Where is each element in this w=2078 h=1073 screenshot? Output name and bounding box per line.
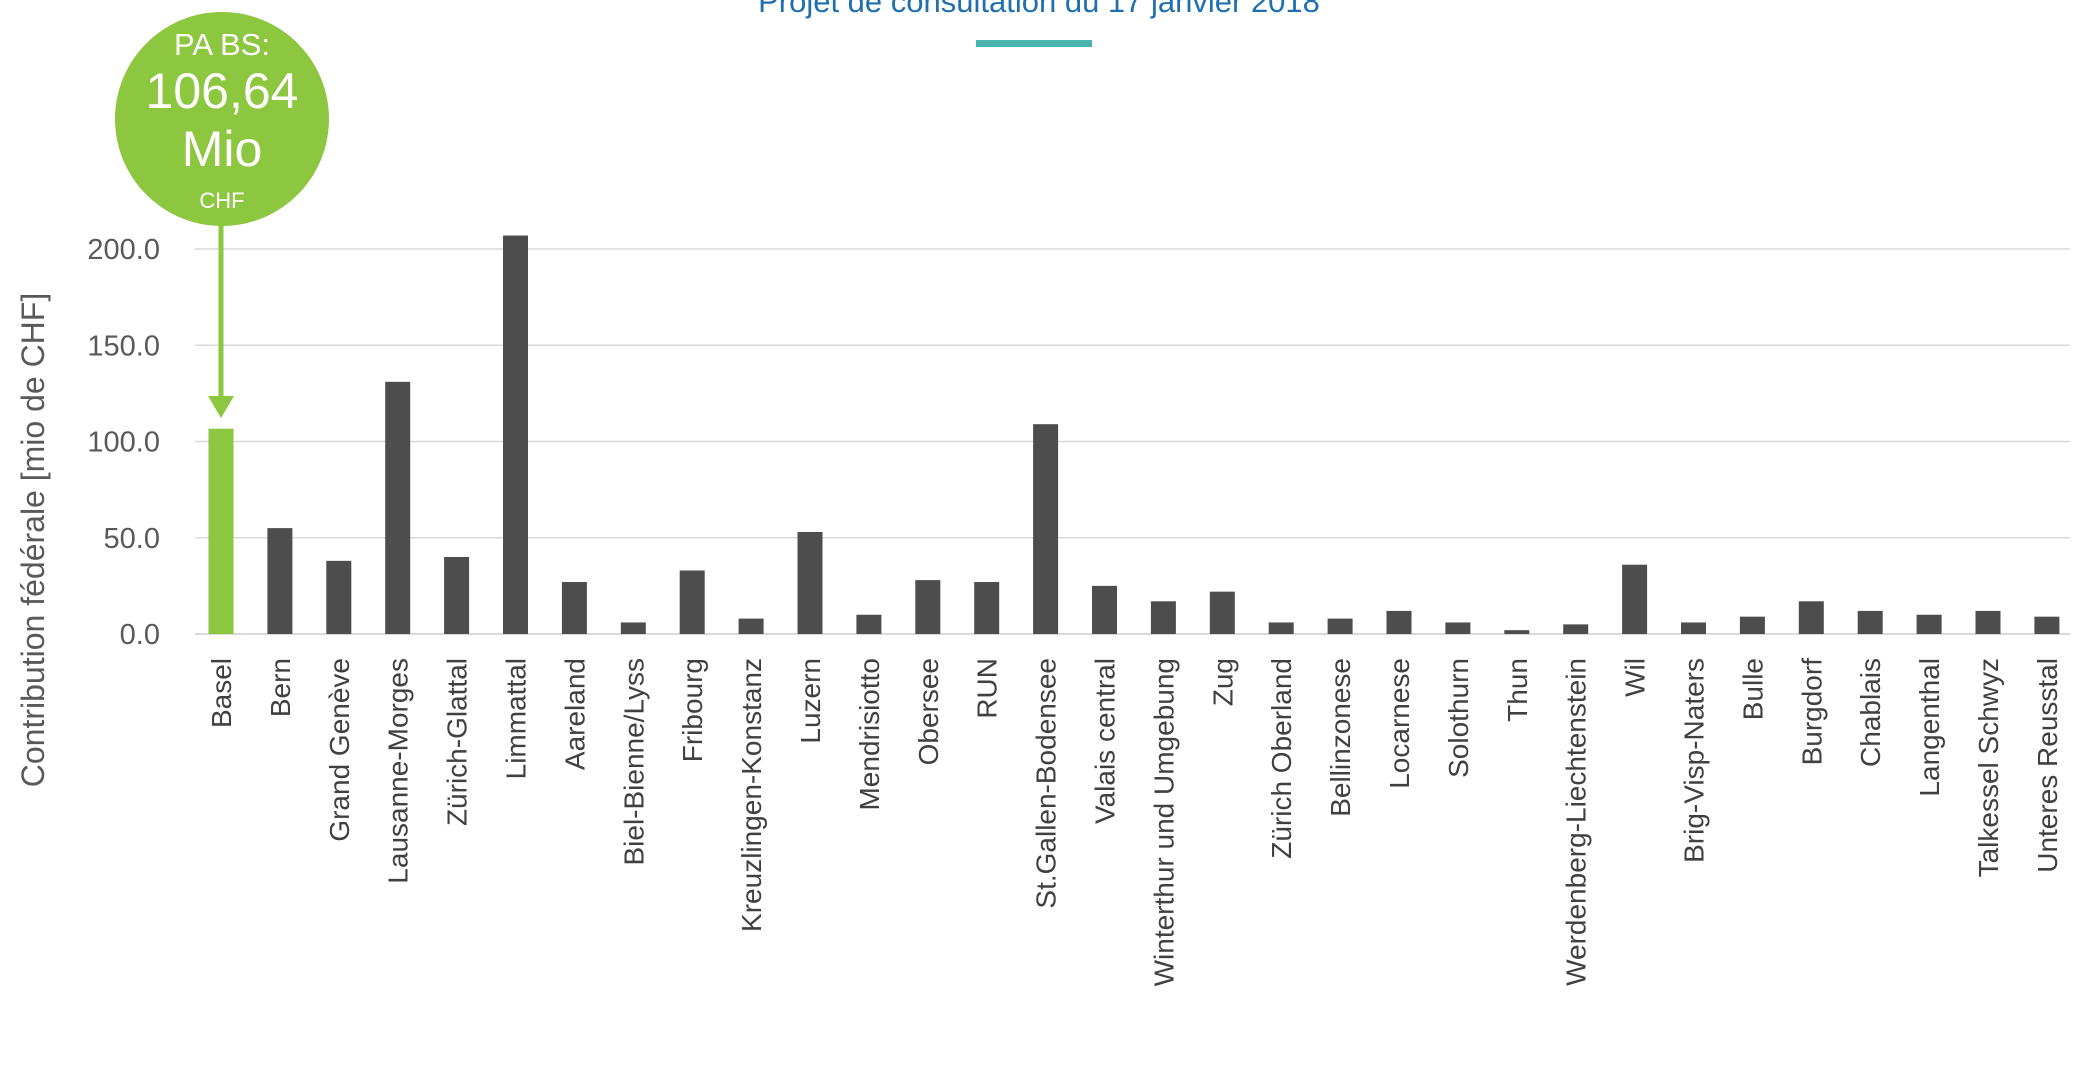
- bar-mendrisiotto: [856, 614, 882, 634]
- bar-zug: [1209, 591, 1235, 634]
- x-tick-label: Fribourg: [677, 658, 708, 762]
- callout-unit: Mio: [182, 121, 263, 177]
- x-tick-label: Kreuzlingen-Konstanz: [736, 658, 767, 932]
- y-tick-label: 150.0: [87, 330, 160, 362]
- x-tick-label: Langenthal: [1914, 658, 1945, 797]
- x-tick-label: Grand Genève: [324, 658, 355, 842]
- x-tick-label: St.Gallen-Bodensee: [1031, 658, 1062, 909]
- bar-bulle: [1739, 616, 1765, 634]
- bar-limmattal: [503, 235, 528, 634]
- bar-fribourg: [679, 570, 705, 634]
- x-tick-label: Werdenberg-Liechtenstein: [1561, 658, 1592, 986]
- y-tick-label: 200.0: [87, 234, 160, 266]
- bar-wil: [1622, 564, 1648, 634]
- bar-grand-gen-ve: [326, 560, 352, 634]
- bar-werdenberg-liechtenstein: [1563, 624, 1589, 634]
- x-tick-label: Biel-Bienne/Lyss: [618, 658, 649, 866]
- x-tick-label: Zürich-Glattal: [442, 658, 473, 826]
- x-tick-label: Winterthur und Umgebung: [1148, 658, 1179, 986]
- x-tick-label: Chablais: [1855, 658, 1886, 767]
- y-tick-label: 0.0: [120, 619, 160, 651]
- x-tick-label: Lausanne-Morges: [383, 658, 414, 884]
- callout-currency: CHF: [199, 188, 244, 213]
- x-tick-label: Unteres Reusstal: [2032, 658, 2063, 873]
- accent-line: [976, 40, 1092, 47]
- callout-line1: PA BS:: [174, 27, 270, 62]
- bar-obersee: [915, 580, 941, 634]
- x-tick-label: RUN: [972, 658, 1003, 719]
- bar-thun: [1504, 630, 1530, 634]
- x-tick-label: Zug: [1207, 658, 1238, 706]
- bar-lausanne-morges: [385, 381, 411, 634]
- x-tick-label: Limmattal: [501, 658, 532, 779]
- x-tick-label: Burgdorf: [1796, 658, 1827, 766]
- y-tick-labels: 0.0 50.0 100.0 150.0 200.0: [87, 234, 160, 651]
- x-tick-label: Basel: [206, 658, 237, 728]
- x-tick-label: Zürich Oberland: [1266, 658, 1297, 859]
- x-tick-label: Brig-Visp-Naters: [1679, 658, 1710, 863]
- x-tick-label: Talkessel Schwyz: [1973, 658, 2004, 877]
- x-tick-label: Bern: [265, 658, 296, 717]
- bar-basel: [208, 428, 234, 634]
- bar-locarnese: [1386, 610, 1412, 634]
- x-tick-label: Locarnese: [1384, 658, 1415, 789]
- x-tick-label: Mendrisiotto: [854, 658, 885, 811]
- callout-badge: PA BS: 106,64 Mio CHF: [115, 12, 329, 418]
- bar-talkessel-schwyz: [1975, 610, 2001, 634]
- bar-burgdorf: [1798, 601, 1824, 634]
- x-tick-label: Aareland: [559, 658, 590, 770]
- bar-z-rich-oberland: [1268, 622, 1294, 634]
- slide-subtitle: Projet de consultation du 17 janvier 201…: [758, 0, 1320, 19]
- x-tick-label: Thun: [1502, 658, 1533, 722]
- x-tick-label: Bellinzonese: [1325, 658, 1356, 817]
- bar-bern: [267, 528, 293, 634]
- x-tick-label: Wil: [1620, 658, 1651, 697]
- bar-luzern: [797, 531, 823, 634]
- x-tick-label: Luzern: [795, 658, 826, 744]
- category-labels: Basel Bern Grand Genève Lausanne-Morges Züri…: [206, 658, 2063, 987]
- x-tick-label: Obersee: [913, 658, 944, 765]
- y-tick-label: 100.0: [87, 427, 160, 459]
- bar-kreuzlingen-konstanz: [738, 618, 764, 634]
- y-tick-label: 50.0: [104, 523, 160, 555]
- gridlines: [195, 248, 2070, 635]
- x-tick-label: Solothurn: [1443, 658, 1474, 778]
- bar-run: [974, 582, 1000, 634]
- x-tick-label: Bulle: [1737, 658, 1768, 720]
- bar-chablais: [1857, 610, 1883, 634]
- bar-solothurn: [1445, 622, 1471, 634]
- callout-value: 106,64: [146, 63, 299, 119]
- bar-st-gallen-bodensee: [1033, 424, 1059, 634]
- bar-langenthal: [1916, 614, 1942, 634]
- bar-z-rich-glattal: [444, 557, 470, 634]
- y-axis-title: Contribution fédérale [mio de CHF]: [15, 293, 51, 787]
- bar-unteres-reusstal: [2034, 616, 2060, 634]
- callout-circle: [115, 12, 329, 226]
- bar-brig-visp-naters: [1681, 622, 1706, 634]
- callout-arrow-head: [208, 396, 234, 418]
- bar-biel-bienne-lyss: [620, 622, 646, 634]
- bar-valais-central: [1092, 585, 1117, 634]
- bar-bellinzonese: [1327, 618, 1353, 634]
- bars: [208, 235, 2060, 634]
- x-tick-label: Valais central: [1090, 658, 1121, 824]
- bar-winterthur-und-umgebung: [1150, 601, 1176, 634]
- bar-aareland: [561, 582, 587, 634]
